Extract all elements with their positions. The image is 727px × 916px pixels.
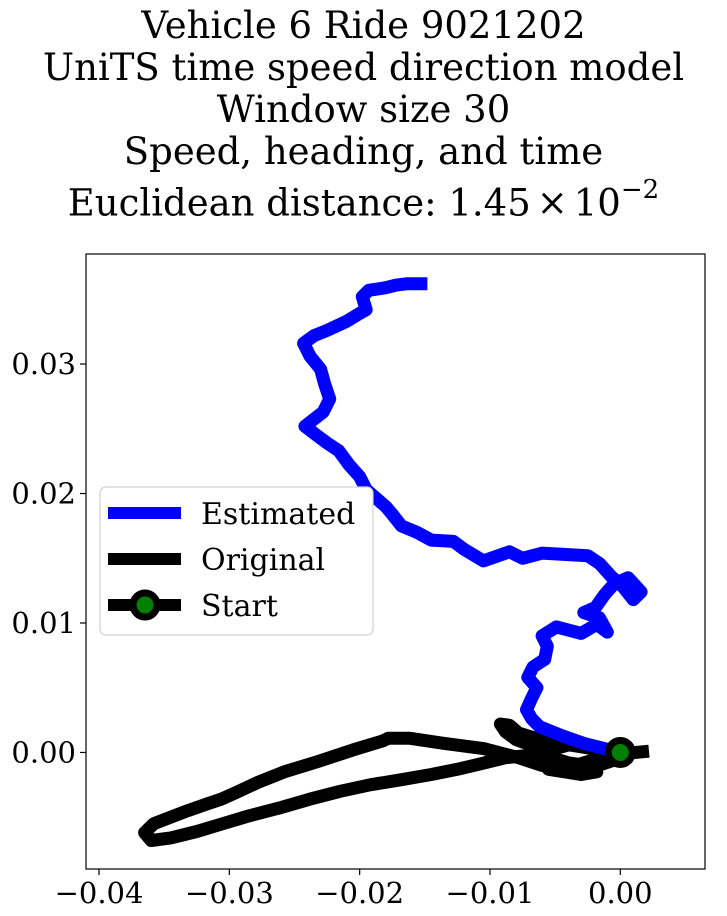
start-marker <box>604 736 636 768</box>
x-tick-label: −0.03 <box>185 876 274 910</box>
title-line-3: Window size 30 <box>216 88 511 131</box>
plot-area <box>138 277 650 847</box>
series-line-original <box>138 717 650 847</box>
title-metric-prefix: Euclidean distance: 1.45 <box>67 181 531 225</box>
x-tick-label: −0.01 <box>446 876 535 910</box>
y-tick-label: 0.03 <box>11 347 76 381</box>
x-axis: −0.04 −0.03 −0.02 −0.01 0.00 <box>55 869 653 910</box>
y-tick-label: 0.02 <box>11 477 76 511</box>
title-line-5: Euclidean distance: 1.45 × 10−2 <box>0 172 727 225</box>
x-tick-label: 0.00 <box>588 876 653 910</box>
title-line-2: UniTS time speed direction model <box>42 46 685 89</box>
title-metric-exponent: −2 <box>620 175 660 205</box>
title-metric-base: 10 <box>573 181 621 225</box>
x-tick-label: −0.04 <box>55 876 144 910</box>
legend-label-start: Start <box>201 589 278 624</box>
title-line-4: Speed, heading, and time <box>123 130 604 173</box>
legend-label-estimated: Estimated <box>201 497 355 532</box>
title-line-1: Vehicle 6 Ride 9021202 <box>141 4 586 47</box>
legend-frame <box>99 486 374 636</box>
y-axis: 0.00 0.01 0.02 0.03 <box>11 347 86 769</box>
title-metric-times: × <box>536 181 568 225</box>
y-tick-label: 0.01 <box>11 606 76 640</box>
series-line-estimated <box>297 277 648 759</box>
x-tick-label: −0.02 <box>315 876 404 910</box>
legend-swatch-start-marker <box>129 589 161 621</box>
y-tick-label: 0.00 <box>11 735 76 769</box>
plot-frame <box>85 253 706 870</box>
legend: Estimated Original Start <box>99 486 374 636</box>
legend-label-original: Original <box>201 543 325 578</box>
